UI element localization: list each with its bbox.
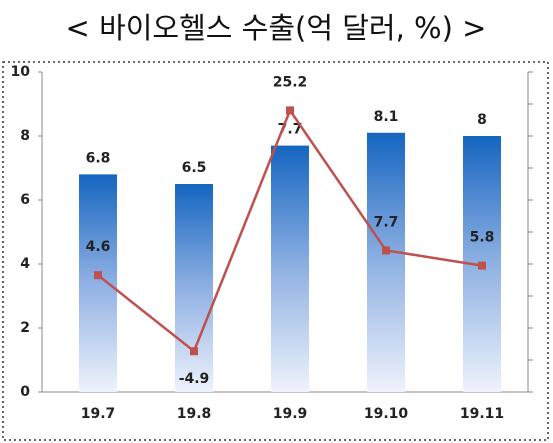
frame (2, 61, 549, 441)
line-label: -4.9 (179, 371, 210, 387)
y-tick-label: 6 (20, 192, 30, 208)
line-marker (94, 271, 102, 280)
line-label: 5.8 (470, 230, 495, 246)
y-tick-label: 8 (20, 128, 30, 144)
x-tick-label: 19.11 (460, 406, 504, 422)
line-marker (190, 347, 198, 356)
bar-label: 8.1 (374, 109, 399, 125)
bar-label: 6.8 (86, 150, 111, 166)
y-tick-label: 10 (11, 64, 31, 80)
chart-title: < 바이오헬스 수출(억 달러, %) > (66, 11, 487, 45)
x-tick-label: 19.10 (364, 406, 409, 422)
line-marker (382, 246, 390, 255)
x-tick-label: 19.8 (177, 406, 212, 422)
line-label: 7.7 (374, 214, 399, 230)
x-tick-label: 19.7 (81, 406, 116, 422)
bar (79, 174, 117, 392)
line-label: 4.6 (86, 239, 111, 255)
bar-label: 8 (477, 112, 487, 128)
line-marker (478, 261, 486, 270)
bar (271, 145, 309, 392)
bar-label: 6.5 (182, 160, 207, 176)
x-tick-label: 19.9 (273, 406, 308, 422)
y-tick-label: 0 (20, 384, 30, 400)
bar (175, 184, 213, 392)
line-marker (286, 106, 294, 115)
bar (367, 132, 405, 393)
line-label: 25.2 (273, 74, 308, 90)
y-tick-label: 2 (20, 320, 30, 336)
y-tick-label: 4 (20, 256, 30, 272)
